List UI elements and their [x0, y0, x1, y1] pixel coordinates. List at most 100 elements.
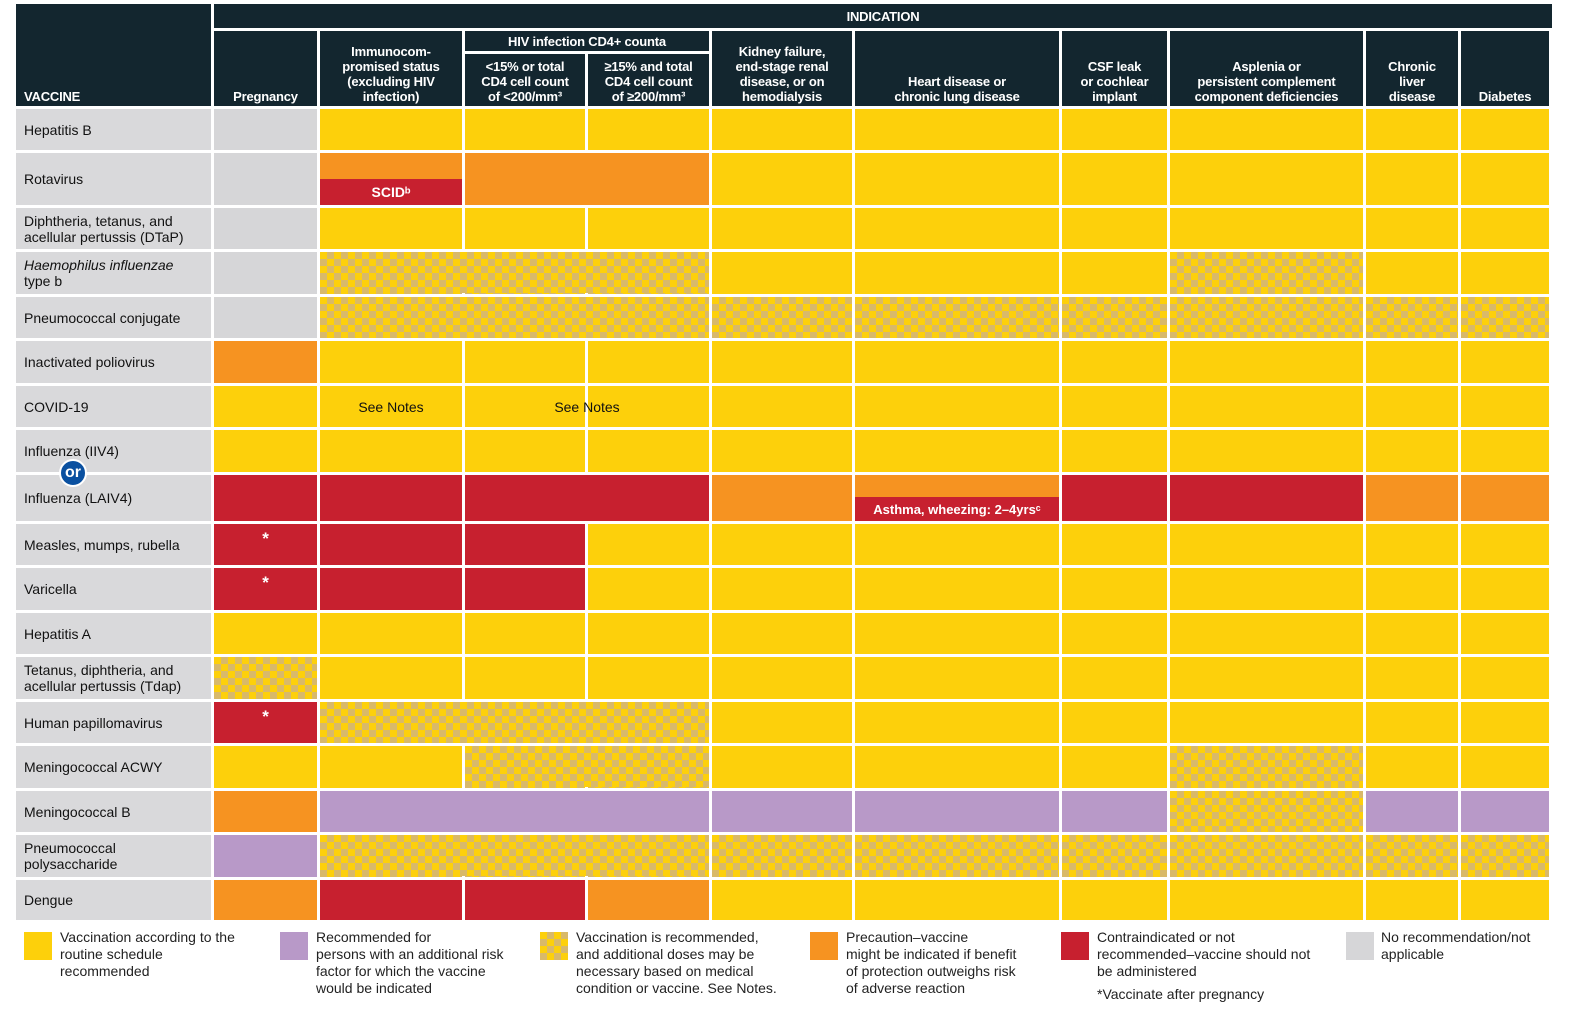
- matrix-cell: [855, 386, 1059, 427]
- matrix-cell: [214, 880, 317, 920]
- matrix-cell: [855, 568, 1059, 610]
- vaccine-name: Inactivated poliovirus: [24, 354, 155, 370]
- rotavirus-hiv-merged: [465, 153, 709, 205]
- rotavirus-immuno-precaution: [320, 153, 462, 175]
- hiv-group-header: HIV infection CD4+ counta: [465, 31, 709, 51]
- matrix-cell: [214, 386, 317, 427]
- vaccine-row-label: Pneumococcal polysaccharide: [16, 835, 211, 877]
- vaccine-name: Pneumococcal polysaccharide: [24, 840, 118, 872]
- vaccine-name: Haemophilus influenzae type b: [24, 257, 174, 289]
- matrix-cell: [1062, 153, 1167, 205]
- matrix-cell: [1170, 475, 1363, 521]
- matrix-cell: [214, 791, 317, 832]
- matrix-cell: [855, 430, 1059, 472]
- vaccine-row-label: Influenza (LAIV4): [16, 475, 211, 521]
- matrix-cell: [855, 252, 1059, 294]
- matrix-cell: [465, 880, 585, 920]
- vaccine-column-header: VACCINE: [16, 4, 211, 106]
- matrix-cell: [1062, 613, 1167, 654]
- column-header-label: <15% or total CD4 cell count of <200/mm³: [481, 59, 569, 104]
- column-header-heart: Heart disease or chronic lung disease: [855, 31, 1059, 106]
- vaccine-row-label: Inactivated poliovirus: [16, 341, 211, 383]
- matrix-cell: [1461, 568, 1549, 610]
- matrix-cell: [1461, 386, 1549, 427]
- matrix-cell: [1170, 208, 1363, 249]
- matrix-cell: [1062, 702, 1167, 743]
- matrix-cell: [320, 746, 462, 788]
- rotavirus-scid-cell: [320, 179, 462, 205]
- matrix-cell: [1062, 791, 1167, 832]
- matrix-cell: [588, 613, 709, 654]
- legend-swatch-r: [1061, 932, 1089, 960]
- column-header-label: Asplenia or persistent complement compon…: [1194, 59, 1339, 104]
- column-header-hiv_high: ≥15% and total CD4 cell count of ≥200/mm…: [588, 54, 709, 106]
- vaccine-row-label: COVID-19: [16, 386, 211, 427]
- column-header-liver: Chronic liver disease: [1366, 31, 1458, 106]
- matrix-cell: [1461, 657, 1549, 699]
- matrix-cell: [712, 702, 852, 743]
- matrix-cell: [320, 524, 462, 565]
- matrix-cell: [1366, 430, 1458, 472]
- vaccine-name: Influenza (LAIV4): [24, 490, 133, 506]
- legend-text-o: Precaution–vaccine might be indicated if…: [846, 929, 1017, 996]
- matrix-cell: [320, 341, 462, 383]
- pregnancy-asterisk-mmr: *: [262, 529, 269, 548]
- matrix-cell: [1366, 791, 1458, 832]
- matrix-cell: [1062, 208, 1167, 249]
- matrix-cell: [1366, 341, 1458, 383]
- matrix-cell: [855, 702, 1059, 743]
- column-header-pregnancy: Pregnancy: [214, 31, 317, 106]
- matrix-cell: [1170, 835, 1363, 877]
- matrix-cell: [1062, 297, 1167, 338]
- matrix-cell: [1366, 297, 1458, 338]
- matrix-cell: [855, 524, 1059, 565]
- matrix-cell: [214, 746, 317, 788]
- matrix-cell: [588, 568, 709, 610]
- legend-text-y: Vaccination according to the routine sch…: [60, 929, 235, 979]
- matrix-cell: [712, 341, 852, 383]
- or-badge: or: [59, 459, 87, 487]
- legend-text-p: Recommended for persons with an addition…: [316, 929, 504, 996]
- matrix-cell: [712, 880, 852, 920]
- covid-see-notes-immuno: See Notes: [358, 398, 424, 415]
- legend-text-g: No recommendation/not applicable: [1381, 929, 1531, 962]
- column-header-label: Diabetes: [1478, 89, 1532, 104]
- matrix-cell: [588, 880, 709, 920]
- matrix-cell: [1366, 386, 1458, 427]
- vaccine-name: Varicella: [24, 581, 77, 597]
- matrix-cell: [855, 657, 1059, 699]
- matrix-cell: [588, 208, 709, 249]
- hiv-group-header-text: HIV infection CD4+ counta: [508, 33, 666, 49]
- matrix-cell: [1366, 702, 1458, 743]
- matrix-cell: [1062, 430, 1167, 472]
- matrix-cell: [465, 657, 585, 699]
- matrix-cell: [320, 880, 462, 920]
- matrix-cell: [465, 613, 585, 654]
- matrix-cell: [1461, 835, 1549, 877]
- pregnancy-asterisk-varicella: *: [262, 573, 269, 592]
- matrix-cell: [1461, 524, 1549, 565]
- vaccine-row-label: Rotavirus: [16, 153, 211, 205]
- matrix-cell: [1062, 252, 1167, 294]
- vaccine-row-label: Diphtheria, tetanus, and acellular pertu…: [16, 208, 211, 249]
- matrix-cell: [712, 109, 852, 150]
- matrix-cell: [214, 657, 317, 699]
- vaccine-row-label: Influenza (IIV4): [16, 430, 211, 472]
- matrix-cell: [1062, 746, 1167, 788]
- legend-note: *Vaccinate after pregnancy: [1097, 986, 1265, 1002]
- column-header-label: Heart disease or chronic lung disease: [894, 74, 1020, 104]
- covid-see-notes-hiv: See Notes: [554, 398, 620, 415]
- matrix-cell: [1170, 430, 1363, 472]
- matrix-cell: [320, 109, 462, 150]
- immuno-hiv-merged-checker: [320, 252, 709, 293]
- legend-swatch-p: [280, 932, 308, 960]
- matrix-cell: [214, 702, 317, 743]
- matrix-cell: [1461, 109, 1549, 150]
- matrix-cell: [712, 613, 852, 654]
- column-header-label: Kidney failure, end-stage renal disease,…: [735, 44, 829, 104]
- hiv-merged-checker: [465, 746, 709, 787]
- vaccine-name: Dengue: [24, 892, 74, 908]
- matrix-cell: [214, 153, 317, 205]
- matrix-cell: [214, 252, 317, 294]
- matrix-cell: [465, 568, 585, 610]
